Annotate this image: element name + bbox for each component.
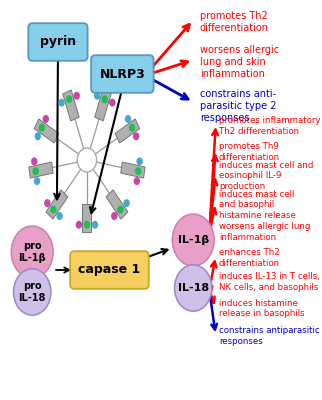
Circle shape [125,115,131,123]
Circle shape [14,269,51,315]
FancyBboxPatch shape [91,55,154,93]
FancyBboxPatch shape [28,23,88,61]
Circle shape [77,148,97,172]
Circle shape [76,221,82,229]
Text: promotes inflammatory
Th2 differentiation: promotes inflammatory Th2 differentiatio… [219,116,320,136]
Circle shape [50,206,57,214]
Circle shape [39,124,45,132]
FancyBboxPatch shape [46,190,68,219]
FancyBboxPatch shape [115,119,140,143]
Text: constrains anti-
parasitic type 2
responses: constrains anti- parasitic type 2 respon… [200,89,276,122]
FancyBboxPatch shape [63,90,79,121]
Text: constrains antiparasitic
responses: constrains antiparasitic responses [219,326,319,346]
Text: induces mast cell and
eosinophil IL-9
production: induces mast cell and eosinophil IL-9 pr… [219,161,313,191]
Circle shape [172,214,214,266]
Text: pro
IL-18: pro IL-18 [18,281,46,303]
Circle shape [92,221,98,229]
Circle shape [137,157,143,165]
Circle shape [34,132,41,140]
Text: IL-18: IL-18 [178,283,209,293]
FancyBboxPatch shape [121,162,145,178]
Circle shape [84,221,90,229]
Text: enhances Th2
differentiation: enhances Th2 differentiation [219,248,280,268]
Circle shape [33,167,39,175]
Circle shape [123,199,130,207]
Text: pyrin: pyrin [40,36,76,48]
Text: induces mast cell
and basophil
histamine release: induces mast cell and basophil histamine… [219,190,296,220]
Text: induces IL-13 in T cells,
NK cells, and basophils: induces IL-13 in T cells, NK cells, and … [219,272,320,292]
FancyBboxPatch shape [95,90,111,121]
Text: worsens allergic lung
inflammation: worsens allergic lung inflammation [219,222,310,242]
Text: pro
IL-1β: pro IL-1β [18,241,46,263]
Circle shape [66,95,72,103]
Text: promotes Th9
differentiation: promotes Th9 differentiation [219,142,280,162]
FancyBboxPatch shape [106,190,128,219]
Text: capase 1: capase 1 [78,264,141,276]
Text: NLRP3: NLRP3 [99,68,145,80]
Text: induces histamine
release in basophils: induces histamine release in basophils [219,299,305,318]
Circle shape [117,206,124,214]
FancyBboxPatch shape [34,119,59,143]
Text: worsens allergic
lung and skin
inflammation: worsens allergic lung and skin inflammat… [200,45,279,78]
Circle shape [109,99,116,107]
Circle shape [175,265,212,311]
Circle shape [134,177,140,185]
FancyBboxPatch shape [70,251,149,289]
Circle shape [129,124,135,132]
Circle shape [101,95,108,103]
FancyBboxPatch shape [82,204,91,232]
Circle shape [56,212,63,220]
Circle shape [73,92,80,100]
Circle shape [94,92,100,100]
Text: promotes Th2
differentiation: promotes Th2 differentiation [200,11,269,33]
Circle shape [43,115,49,123]
Circle shape [58,99,65,107]
Circle shape [34,177,40,185]
Circle shape [111,212,118,220]
Circle shape [31,157,37,165]
FancyBboxPatch shape [29,162,53,178]
Circle shape [133,132,139,140]
Circle shape [11,226,53,278]
Circle shape [44,199,51,207]
Circle shape [135,167,141,175]
Text: IL-1β: IL-1β [177,235,209,245]
